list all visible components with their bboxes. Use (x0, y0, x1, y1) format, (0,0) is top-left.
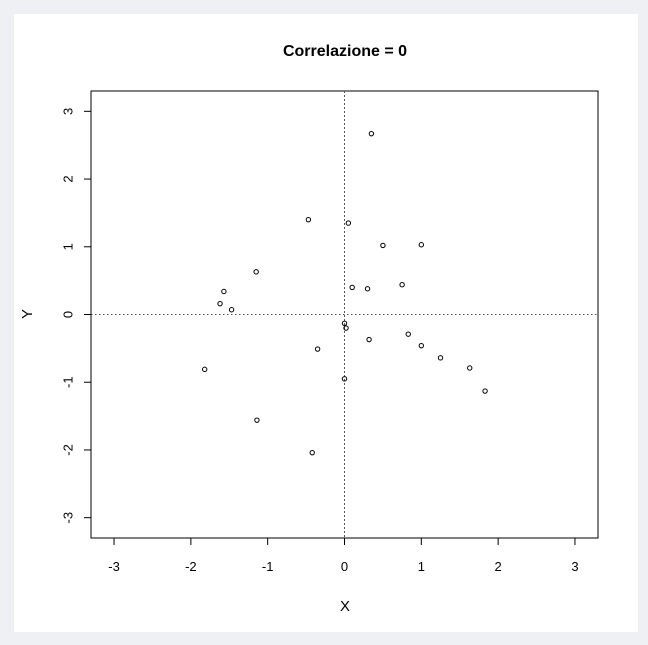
y-tick-label: -3 (61, 512, 76, 524)
data-point (221, 288, 227, 295)
reference-lines (91, 91, 598, 538)
data-point (368, 130, 375, 137)
data-point (341, 320, 348, 327)
x-axis: -3 -2 -1 0 1 2 3 (108, 537, 579, 574)
data-point (345, 220, 352, 226)
data-point (482, 388, 488, 394)
x-tick-label: 2 (495, 559, 502, 574)
data-point (201, 366, 208, 373)
x-tick-label: -2 (185, 559, 197, 574)
data-point (467, 365, 473, 371)
x-tick-label: 1 (418, 559, 425, 574)
x-tick-label: -3 (108, 559, 120, 574)
y-tick-label: -1 (61, 376, 76, 388)
data-point (405, 331, 411, 337)
y-tick-label: 1 (61, 243, 76, 250)
data-point (314, 346, 321, 352)
data-point (309, 449, 315, 456)
y-tick-label: 3 (61, 108, 76, 115)
data-point (343, 325, 349, 331)
data-point (217, 300, 223, 307)
y-tick-label: 2 (61, 175, 76, 182)
x-tick-label: -1 (262, 559, 274, 574)
data-point (305, 216, 312, 223)
data-point (349, 284, 355, 291)
y-tick-label: 0 (61, 311, 76, 318)
data-points (201, 130, 488, 456)
data-point (418, 242, 425, 248)
figure-panel (14, 14, 638, 632)
data-point (364, 286, 371, 292)
y-axis-label: Y (19, 309, 36, 319)
x-tick-label: 0 (341, 559, 348, 574)
data-point (418, 342, 425, 349)
x-axis-label: X (340, 598, 350, 615)
data-point (380, 242, 386, 249)
data-point (253, 269, 259, 275)
y-tick-label: -2 (61, 444, 76, 456)
data-point (399, 282, 405, 288)
data-point (437, 355, 444, 361)
data-point (254, 417, 260, 423)
y-axis: -3 -2 -1 0 1 2 3 (61, 108, 92, 524)
chart-title: Correlazione = 0 (283, 43, 407, 60)
x-tick-label: 3 (571, 559, 578, 574)
data-point (341, 376, 348, 382)
data-point (228, 307, 235, 313)
data-point (366, 336, 372, 343)
